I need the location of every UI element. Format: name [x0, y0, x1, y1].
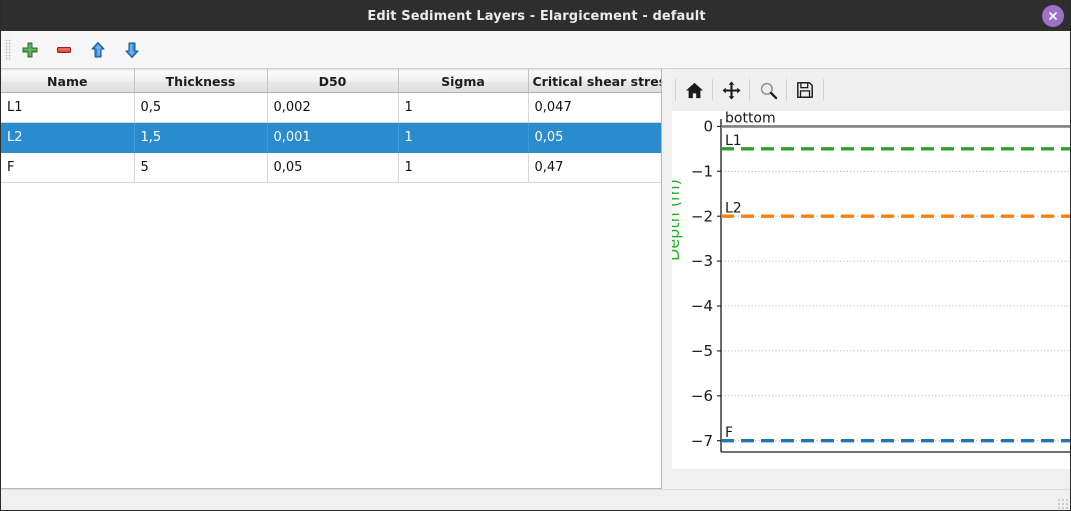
blue-up-arrow-icon: [89, 41, 107, 59]
table-row[interactable]: F 5 0,05 1 0,47: [1, 152, 661, 183]
y-axis-label: Depth (m): [672, 179, 683, 261]
svg-text:−2: −2: [691, 207, 713, 225]
resize-grip[interactable]: [1057, 498, 1069, 510]
depth-profile-panel: Depth (m): [672, 69, 1071, 489]
axes-spines: [720, 119, 1070, 453]
column-header-name[interactable]: Name: [1, 69, 135, 93]
cell-name[interactable]: L2: [1, 122, 135, 153]
y-axis-ticks: [717, 125, 721, 442]
layer-toolbar: [1, 31, 1070, 69]
table-row[interactable]: L1 0,5 0,002 1 0,047: [1, 92, 661, 123]
column-header-sigma[interactable]: Sigma: [398, 69, 529, 93]
svg-text:−1: −1: [691, 162, 713, 180]
window-statusbar: [1, 489, 1070, 510]
svg-text:−3: −3: [691, 252, 713, 270]
move-layer-up-button[interactable]: [83, 35, 113, 65]
cell-critical-shear-stress[interactable]: 0,47: [528, 152, 661, 183]
series-f: F: [721, 425, 1070, 443]
cell-thickness[interactable]: 5: [134, 152, 268, 183]
toolbar-separator: [712, 79, 713, 101]
red-minus-icon: [55, 41, 73, 59]
toolbar-separator: [823, 79, 824, 101]
cell-sigma[interactable]: 1: [398, 122, 529, 153]
cell-sigma[interactable]: 1: [398, 152, 529, 183]
toolbar-separator: [749, 79, 750, 101]
save-figure-button[interactable]: [790, 75, 820, 105]
series-label-bottom: bottom: [725, 111, 776, 127]
sediment-layers-table-panel: Name Thickness D50 Sigma Critical shear …: [1, 69, 662, 489]
blue-down-arrow-icon: [123, 41, 141, 59]
depth-profile-figure: Depth (m): [672, 111, 1071, 469]
svg-text:−4: −4: [691, 297, 713, 315]
depth-profile-plot[interactable]: 0 −1 −2 −3 −4 −5 −6 −7: [672, 111, 1071, 469]
cell-critical-shear-stress[interactable]: 0,05: [528, 122, 661, 153]
series-label-l1: L1: [725, 133, 742, 149]
cell-thickness[interactable]: 1,5: [134, 122, 268, 153]
series-l1: L1: [721, 133, 1070, 151]
column-header-d50[interactable]: D50: [267, 69, 399, 93]
cell-name[interactable]: F: [1, 152, 135, 183]
zoom-button[interactable]: [753, 75, 783, 105]
y-axis-tick-labels: 0 −1 −2 −3 −4 −5 −6 −7: [691, 118, 713, 450]
cell-name[interactable]: L1: [1, 92, 135, 123]
cell-d50[interactable]: 0,001: [267, 122, 399, 153]
cell-d50[interactable]: 0,05: [267, 152, 399, 183]
cell-critical-shear-stress[interactable]: 0,047: [528, 92, 661, 123]
toolbar-separator: [786, 79, 787, 101]
svg-text:0: 0: [703, 118, 713, 136]
green-plus-icon: [21, 41, 39, 59]
main-content: Name Thickness D50 Sigma Critical shear …: [1, 69, 1071, 489]
cell-sigma[interactable]: 1: [398, 92, 529, 123]
svg-text:−6: −6: [691, 387, 713, 405]
table-row-selected[interactable]: L2 1,5 0,001 1 0,05: [1, 122, 661, 153]
magnifier-icon: [759, 81, 778, 100]
toolbar-separator: [675, 79, 676, 101]
matplotlib-toolbar: [672, 69, 1070, 111]
move-arrows-icon: [721, 80, 741, 100]
remove-layer-button[interactable]: [49, 35, 79, 65]
home-button[interactable]: [679, 75, 709, 105]
svg-text:−5: −5: [691, 342, 713, 360]
cell-thickness[interactable]: 0,5: [134, 92, 268, 123]
floppy-disk-icon: [796, 81, 814, 99]
plot-scrollbar[interactable]: [1058, 69, 1070, 489]
close-icon[interactable]: [1042, 5, 1064, 27]
series-label-f: F: [725, 425, 733, 441]
series-bottom: bottom: [721, 111, 1070, 128]
series-l2: L2: [721, 200, 1070, 218]
toolbar-drag-handle[interactable]: [5, 38, 11, 61]
cell-d50[interactable]: 0,002: [267, 92, 399, 123]
svg-text:−7: −7: [691, 432, 713, 450]
move-layer-down-button[interactable]: [117, 35, 147, 65]
panel-splitter[interactable]: [662, 69, 672, 489]
window-titlebar: Edit Sediment Layers - Elargicement - de…: [1, 1, 1070, 31]
column-header-thickness[interactable]: Thickness: [134, 69, 268, 93]
home-icon: [685, 81, 704, 100]
add-layer-button[interactable]: [15, 35, 45, 65]
pan-button[interactable]: [716, 75, 746, 105]
column-header-critical-shear-stress[interactable]: Critical shear stress: [528, 69, 661, 93]
window-title: Edit Sediment Layers - Elargicement - de…: [367, 8, 706, 24]
sediment-layers-table: Name Thickness D50 Sigma Critical shear …: [1, 69, 661, 183]
series-label-l2: L2: [725, 200, 742, 216]
table-header-row: Name Thickness D50 Sigma Critical shear …: [1, 69, 661, 93]
